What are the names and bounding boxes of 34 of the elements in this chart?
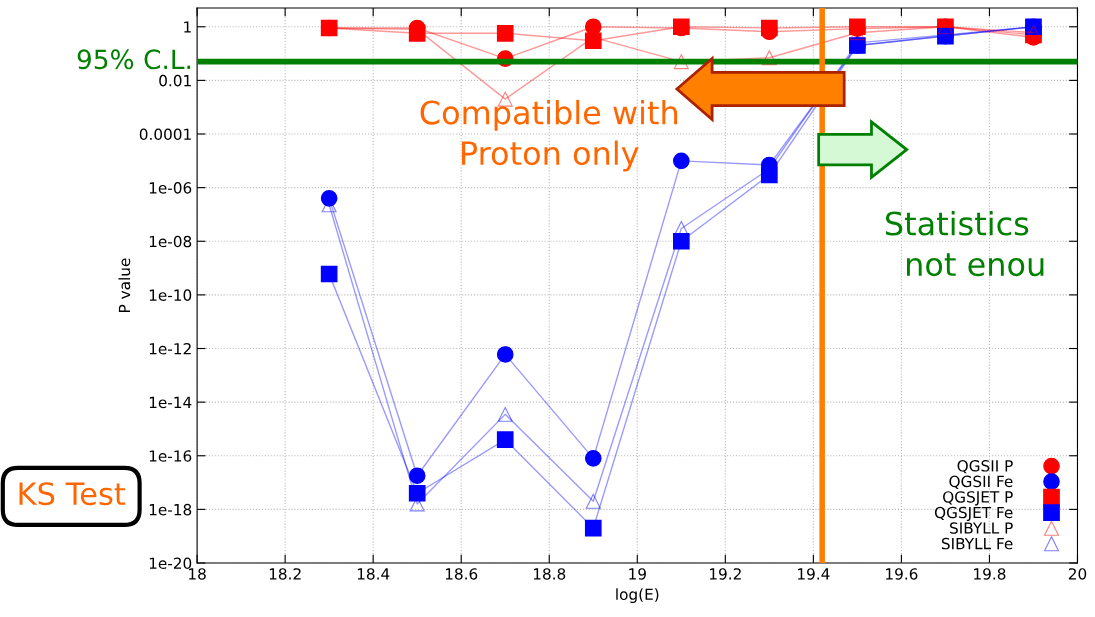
x-tick-label: 18.6 <box>445 568 478 580</box>
x-tick-label: 19.4 <box>798 568 830 580</box>
legend-label: SIBYLL Fe <box>941 537 1013 550</box>
y-axis-title: P value <box>118 258 131 312</box>
x-tick-label: 18.8 <box>533 568 566 580</box>
y-tick-label: 1 <box>184 21 191 33</box>
legend-label: SIBYLL P <box>950 522 1013 534</box>
y-tick-label: 1e-06 <box>149 182 192 194</box>
annotation: Statistics not enou <box>885 210 1044 277</box>
y-tick-label: 1e-18 <box>149 503 192 516</box>
legend-label: QGSJET P <box>943 491 1013 506</box>
x-tick-label: 19 <box>629 568 646 580</box>
y-tick-label: 1e-10 <box>149 289 192 301</box>
x-axis-title: log(E) <box>616 588 659 603</box>
y-tick-label: 0.01 <box>159 74 191 87</box>
legend-label: QGSJET Fe <box>934 506 1013 522</box>
y-tick-label: 1e-08 <box>149 235 192 248</box>
x-tick-label: 19.8 <box>974 568 1006 580</box>
annotation: Compatible with Proton only <box>420 99 678 172</box>
x-tick-label: 18.2 <box>269 568 301 580</box>
ref-line-label: 95% C.L. <box>77 49 191 70</box>
x-tick-label: 19.2 <box>710 568 741 580</box>
x-tick-label: 18.4 <box>357 568 390 580</box>
y-tick-label: 1e-20 <box>149 557 192 570</box>
legend-label: QGSII P <box>957 460 1013 474</box>
y-tick-label: 0.0001 <box>139 128 191 141</box>
y-tick-label: 1e-16 <box>149 450 192 462</box>
x-tick-label: 19.6 <box>886 568 918 580</box>
x-tick-label: 18 <box>189 568 206 580</box>
y-tick-label: 1e-14 <box>149 396 192 409</box>
legend-label: QGSII Fe <box>949 475 1013 489</box>
text: KS Test <box>19 482 126 506</box>
x-tick-label: 20 <box>1068 568 1087 580</box>
y-tick-label: 1e-12 <box>149 342 191 355</box>
